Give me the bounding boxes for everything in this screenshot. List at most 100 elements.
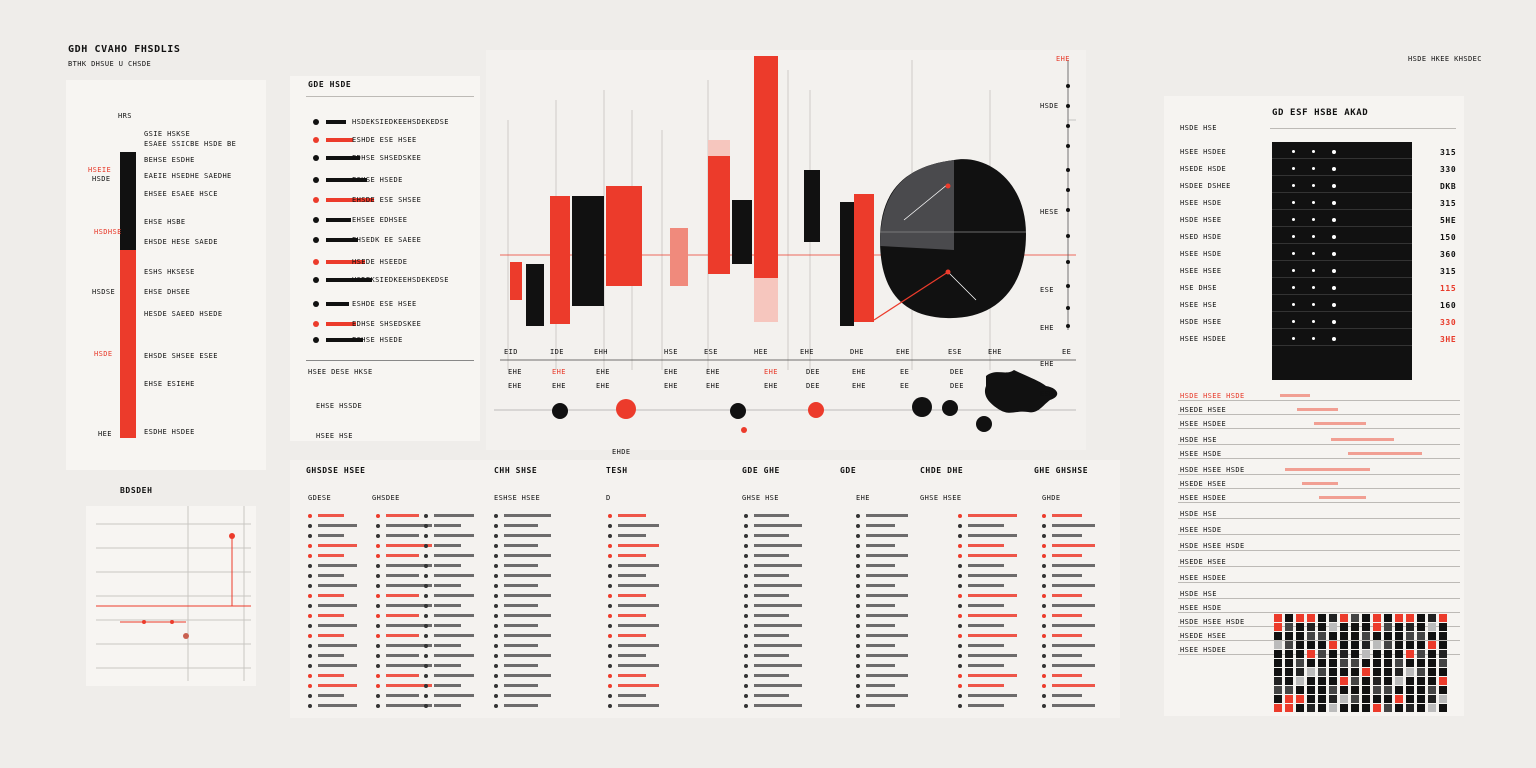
heatmap-cell bbox=[1439, 668, 1447, 676]
table-cell-text bbox=[618, 664, 659, 667]
table-cell-text bbox=[1052, 584, 1095, 587]
table-bullet bbox=[958, 704, 962, 708]
table-cell-text bbox=[754, 694, 789, 697]
right-lower-rule bbox=[1178, 598, 1460, 599]
table-bullet bbox=[424, 534, 428, 538]
heatmap-cell bbox=[1285, 668, 1293, 676]
table-cell-text bbox=[754, 664, 802, 667]
table-bullet bbox=[1042, 654, 1046, 658]
table-cell-text bbox=[386, 584, 432, 587]
heatmap-cell bbox=[1285, 704, 1293, 712]
table-cell-text bbox=[754, 594, 789, 597]
table-cell-text bbox=[318, 564, 357, 567]
table-cell-text bbox=[434, 664, 461, 667]
row-marker-dot bbox=[313, 137, 319, 143]
right-lower-rule bbox=[1178, 612, 1460, 613]
left-row-text: EHSE HSBE bbox=[144, 218, 186, 226]
table-header: GDE bbox=[840, 466, 857, 475]
heatmap-cell bbox=[1340, 686, 1348, 694]
table-cell-text bbox=[866, 544, 895, 547]
row-value-bar bbox=[326, 322, 356, 326]
table-cell-text bbox=[504, 514, 551, 517]
heatmap-cell bbox=[1384, 695, 1392, 703]
right-row-value: 315 bbox=[1440, 148, 1457, 157]
x-axis-sublabel: EHE bbox=[508, 368, 522, 376]
left-bar-black bbox=[120, 152, 136, 250]
needle-dot bbox=[945, 183, 951, 189]
right-lower-red-mark bbox=[1314, 422, 1366, 425]
table-cell-text bbox=[968, 704, 1004, 707]
table-cell-text bbox=[866, 564, 895, 567]
x-axis-label: EHE bbox=[896, 348, 910, 356]
heatmap-cell bbox=[1351, 668, 1359, 676]
table-bullet bbox=[376, 644, 380, 648]
table-bullet bbox=[376, 554, 380, 558]
heatmap-cell bbox=[1296, 677, 1304, 685]
heatmap-cell bbox=[1406, 686, 1414, 694]
table-cell-text bbox=[504, 644, 538, 647]
heatmap-cell bbox=[1417, 686, 1425, 694]
table-cell-text bbox=[754, 514, 789, 517]
right-block-dot bbox=[1292, 184, 1295, 187]
row-marker-dot bbox=[313, 217, 319, 223]
heatmap-cell bbox=[1285, 695, 1293, 703]
table-cell-text bbox=[434, 594, 474, 597]
x-axis-sublabel: EHE bbox=[852, 368, 866, 376]
right-lower-row: HSDE HSEE HSDE bbox=[1180, 466, 1245, 474]
table-bullet bbox=[958, 694, 962, 698]
heatmap-cell bbox=[1362, 677, 1370, 685]
heatmap-cell bbox=[1362, 668, 1370, 676]
right-lower-row: HSEE HSDE bbox=[1180, 450, 1222, 458]
table-subheader: EHE bbox=[856, 494, 870, 502]
table-bullet bbox=[494, 694, 498, 698]
left-bar-red bbox=[120, 250, 136, 438]
heatmap-cell bbox=[1274, 677, 1282, 685]
heatmap-cell bbox=[1417, 632, 1425, 640]
table-bullet bbox=[856, 634, 860, 638]
heatmap-cell bbox=[1406, 623, 1414, 631]
table-cell-text bbox=[504, 544, 538, 547]
right-block-dot bbox=[1292, 201, 1295, 204]
table-bullet bbox=[494, 604, 498, 608]
right-block-dot bbox=[1312, 235, 1315, 238]
table-bullet bbox=[308, 584, 312, 588]
table-bullet bbox=[1042, 614, 1046, 618]
table-bullet bbox=[494, 654, 498, 658]
heatmap-cell bbox=[1274, 695, 1282, 703]
table-cell-text bbox=[618, 584, 659, 587]
table-bullet bbox=[494, 544, 498, 548]
mid-left-footer-2: EHSE HSSDE bbox=[316, 402, 363, 410]
heatmap-cell bbox=[1318, 659, 1326, 667]
table-cell-text bbox=[386, 544, 432, 547]
heatmap-cell bbox=[1395, 632, 1403, 640]
heatmap-cell bbox=[1329, 704, 1337, 712]
mid-row-text: EHSDE ESE SHSEE bbox=[352, 196, 422, 204]
table-bullet bbox=[608, 584, 612, 588]
axis-tick-dot bbox=[1066, 306, 1070, 310]
heatmap-cell bbox=[1296, 668, 1304, 676]
bottom-tables-panel bbox=[290, 460, 1120, 718]
table-bullet bbox=[376, 534, 380, 538]
right-axis-red-label: EHE bbox=[1056, 55, 1070, 63]
table-cell-text bbox=[318, 704, 357, 707]
table-cell-text bbox=[754, 624, 802, 627]
right-block-dot bbox=[1292, 218, 1295, 221]
mid-row-text: ESHDE ESE HSEE bbox=[352, 136, 417, 144]
right-lower-row: HSDE HSE bbox=[1180, 590, 1217, 598]
dot-marker bbox=[616, 399, 636, 419]
table-bullet bbox=[608, 634, 612, 638]
right-block-dot bbox=[1332, 303, 1336, 307]
table-cell-text bbox=[618, 594, 646, 597]
table-bullet bbox=[856, 684, 860, 688]
row-value-bar bbox=[326, 302, 349, 306]
axis-tick-dot bbox=[1066, 84, 1070, 88]
table-bullet bbox=[958, 594, 962, 598]
heatmap-cell bbox=[1274, 614, 1282, 622]
table-bullet bbox=[376, 684, 380, 688]
table-bullet bbox=[856, 564, 860, 568]
heatmap-cell bbox=[1351, 641, 1359, 649]
right-lower-rule bbox=[1178, 550, 1460, 551]
center-bottom-label: EHDE bbox=[612, 448, 631, 456]
table-bullet bbox=[308, 684, 312, 688]
right-row-label: HSEE HSDE bbox=[1180, 250, 1222, 258]
